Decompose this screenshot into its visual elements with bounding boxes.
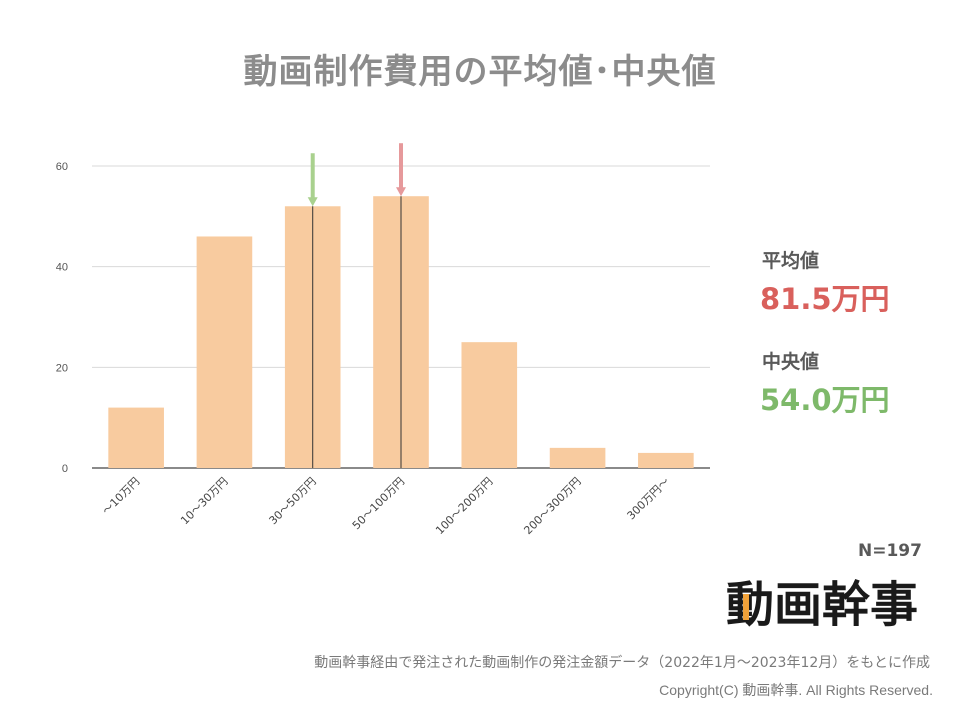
x-tick-label: 200〜300万円 [521,475,583,537]
median-value: 54.0万円 [760,383,890,417]
markers [307,143,406,468]
x-tick-label: 300万円〜 [625,475,672,522]
footer-note: 動画幹事経由で発注された動画制作の発注金額データ（2022年1月〜2023年12… [314,655,930,671]
y-tick-label: 60 [56,161,68,173]
bar [108,407,164,468]
x-tick-label: 50〜100万円 [350,475,407,532]
marker-arrow-head [396,187,406,197]
y-tick-label: 20 [56,362,68,374]
logo: 動画幹事 [726,577,918,633]
chart-title: 動画制作費用の平均値･中央値 [243,52,717,92]
bar-chart: 0 20 40 60 〜10万円 10〜30万円 30〜50万円 50〜100万円 100〜2… [56,143,710,537]
mean-value: 81.5万円 [760,282,890,316]
y-axis-ticks: 0 20 40 60 [56,161,68,475]
logo-text: 動画幹事 [726,577,918,633]
sample-size: N=197 [858,541,922,561]
y-tick-label: 40 [56,262,68,274]
x-tick-label: 100〜200万円 [433,475,495,537]
bar [196,236,253,468]
marker-arrow-head [307,197,318,207]
mean-label: 平均値 [762,250,820,272]
copyright: Copyright(C) 動画幹事. All Rights Reserved. [659,682,933,698]
x-tick-label: 10〜30万円 [178,475,230,527]
x-tick-label: 30〜50万円 [267,475,319,527]
y-tick-label: 0 [62,463,68,475]
bar [638,452,694,468]
bar [549,447,606,468]
x-tick-label: 〜10万円 [100,475,142,517]
median-label: 中央値 [762,351,820,373]
bar [461,342,518,468]
logo-accent [743,594,749,620]
x-axis-ticks: 〜10万円 10〜30万円 30〜50万円 50〜100万円 100〜200万円 200〜… [100,475,672,537]
